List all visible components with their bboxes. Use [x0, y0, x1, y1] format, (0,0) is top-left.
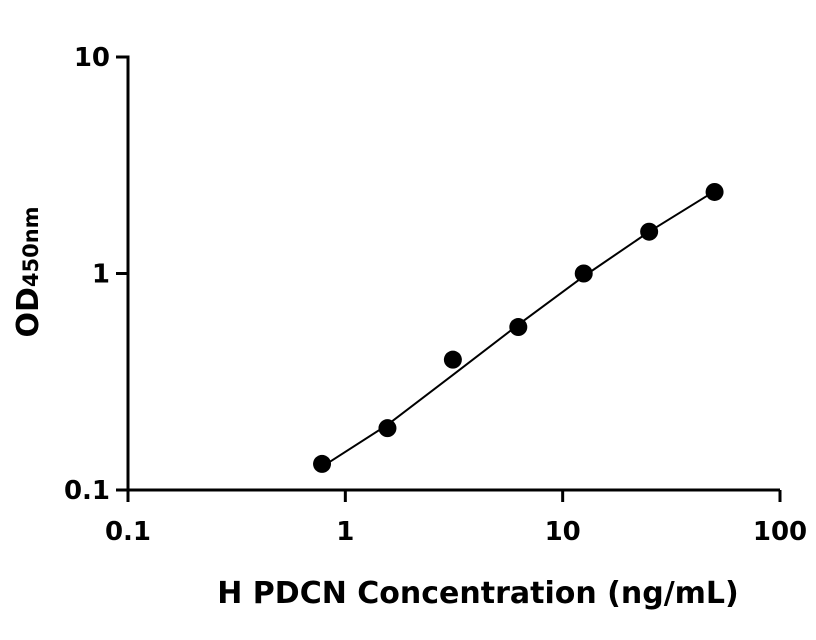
data-point: [443, 350, 462, 369]
x-tick-label: 1: [336, 517, 354, 547]
data-point: [574, 264, 593, 283]
data-point: [640, 222, 659, 241]
y-axis-label: OD450nm: [11, 206, 46, 337]
x-tick-label: 100: [753, 517, 807, 547]
data-point: [313, 454, 332, 473]
y-label-main: OD: [11, 287, 46, 337]
y-tick-label: 10: [74, 43, 110, 73]
data-point: [509, 318, 528, 337]
x-tick-label: 0.1: [105, 517, 151, 547]
x-axis-label: H PDCN Concentration (ng/mL): [217, 576, 738, 611]
y-tick-label: 1: [92, 260, 110, 290]
y-tick-label: 0.1: [64, 476, 110, 506]
x-tick-label: 10: [545, 517, 581, 547]
data-point: [378, 419, 397, 438]
data-point: [705, 182, 724, 201]
y-label-sub: 450nm: [19, 206, 43, 287]
